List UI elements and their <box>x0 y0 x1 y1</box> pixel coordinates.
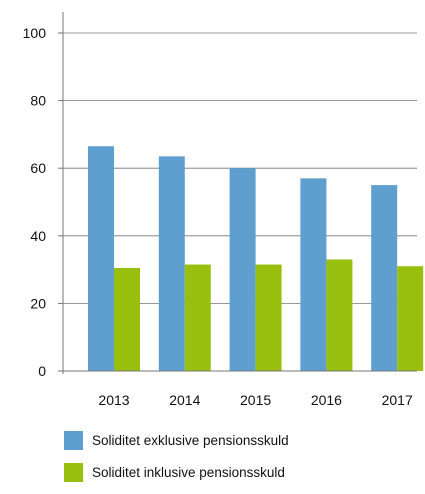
bar-exklusive-2015 <box>229 168 256 371</box>
legend-item-inklusive: Soliditet inklusive pensionsskuld <box>64 462 289 482</box>
legend: Soliditet exklusive pensionsskuld Solidi… <box>64 430 289 494</box>
x-axis-tick-labels: 2013 2014 2015 2016 2017 <box>98 392 413 408</box>
x-tick-label: 2014 <box>169 392 200 408</box>
x-tick-label: 2016 <box>311 392 342 408</box>
bar-chart: 0 20 40 60 80 100 2013 2014 2015 2016 2017 <box>23 12 424 408</box>
legend-item-exklusive: Soliditet exklusive pensionsskuld <box>64 430 289 450</box>
x-tick-label: 2015 <box>240 392 271 408</box>
x-tick-label: 2013 <box>98 392 129 408</box>
y-tick-label: 40 <box>30 228 46 244</box>
y-tick-label: 0 <box>38 363 46 379</box>
legend-swatch-exklusive <box>64 430 83 450</box>
bar-inklusive-2016 <box>326 259 353 371</box>
y-tick-label: 100 <box>23 25 47 41</box>
bar-inklusive-2017 <box>397 266 424 371</box>
x-tick-label: 2017 <box>382 392 413 408</box>
bar-exklusive-2013 <box>88 146 114 371</box>
bar-exklusive-2017 <box>371 185 398 371</box>
legend-label-inklusive: Soliditet inklusive pensionsskuld <box>92 464 285 480</box>
bar-inklusive-2014 <box>184 264 211 371</box>
y-tick-label: 60 <box>30 160 46 176</box>
bar-exklusive-2014 <box>158 156 185 371</box>
legend-swatch-inklusive <box>64 462 83 482</box>
y-tick-label: 80 <box>30 93 46 109</box>
legend-label-exklusive: Soliditet exklusive pensionsskuld <box>92 432 289 448</box>
bar-exklusive-2016 <box>300 178 327 371</box>
bar-inklusive-2015 <box>255 264 282 371</box>
bars <box>88 146 424 371</box>
bar-inklusive-2013 <box>114 267 140 371</box>
y-tick-label: 20 <box>30 295 46 311</box>
y-axis-tick-labels: 0 20 40 60 80 100 <box>23 25 63 379</box>
